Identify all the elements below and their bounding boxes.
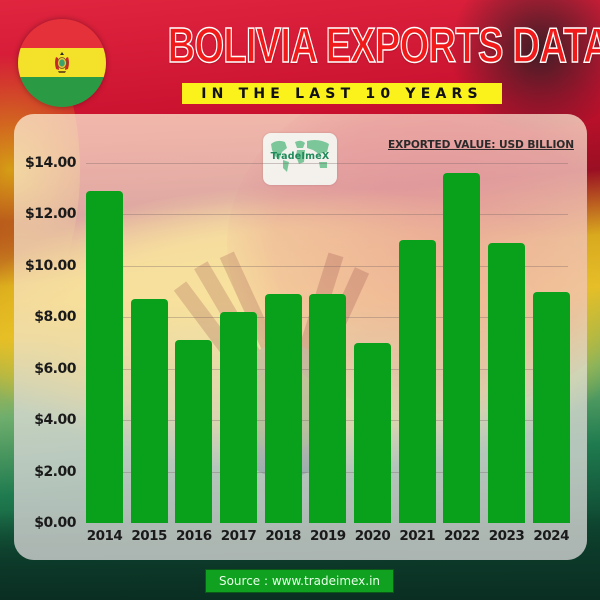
bar-2018: [264, 294, 302, 523]
flag-stripe-green: [18, 77, 106, 107]
bar-2016: [175, 340, 213, 523]
y-axis-tick-label: $12.00: [24, 206, 77, 223]
y-axis-tick-label: $0.00: [34, 515, 76, 531]
x-axis-tick-label: 2015: [131, 528, 167, 544]
y-axis-tick-label: $4.00: [34, 412, 76, 429]
y-axis-tick-label: $14.00: [24, 155, 77, 171]
bar-2014: [86, 191, 123, 523]
subtitle-banner: IN THE LAST 10 YEARS: [182, 83, 502, 104]
flag-stripe-red: [18, 19, 106, 49]
x-axis-tick-label: 2014: [86, 528, 123, 544]
world-map-icon: [271, 140, 329, 172]
x-axis-tick-label: 2017: [220, 528, 257, 544]
bar-2021: [398, 240, 436, 523]
source-link[interactable]: Source : www.tradeimex.in: [205, 569, 394, 593]
y-axis-tick-label: $6.00: [34, 360, 76, 377]
bolivia-flag-icon: [18, 19, 106, 107]
x-axis-tick-label: 2020: [354, 528, 391, 544]
y-axis-tick-label: $10.00: [24, 257, 77, 274]
y-axis-tick-label: $2.00: [34, 463, 76, 480]
x-axis-tick-label: 2021: [399, 528, 435, 544]
x-axis-tick-label: 2023: [488, 528, 525, 544]
bar-2024: [532, 291, 570, 523]
coat-of-arms-icon: [55, 52, 69, 73]
tradeimex-logo: TradeImeX: [263, 133, 337, 185]
gridline: [86, 214, 568, 215]
bar-2015: [130, 299, 168, 523]
x-axis-tick-label: 2022: [444, 528, 480, 544]
x-axis-tick-label: 2018: [265, 528, 301, 544]
unit-label: EXPORTED VALUE: USD BILLION: [388, 139, 574, 151]
logo-text: TradeImeX: [270, 151, 330, 162]
bar-2020: [354, 343, 392, 523]
bar-2022: [443, 173, 481, 523]
gridline: [86, 163, 568, 164]
bar-2023: [488, 242, 526, 523]
page-title: BOLIVIA EXPORTS DATA: [167, 18, 600, 74]
bar-2019: [309, 294, 347, 523]
bar-2017: [220, 312, 257, 523]
x-axis-tick-label: 2016: [176, 528, 212, 544]
x-axis-tick-label: 2019: [310, 528, 346, 544]
y-axis-tick-label: $8.00: [34, 309, 76, 326]
x-axis-tick-label: 2024: [533, 528, 569, 544]
gridline: [86, 266, 568, 267]
